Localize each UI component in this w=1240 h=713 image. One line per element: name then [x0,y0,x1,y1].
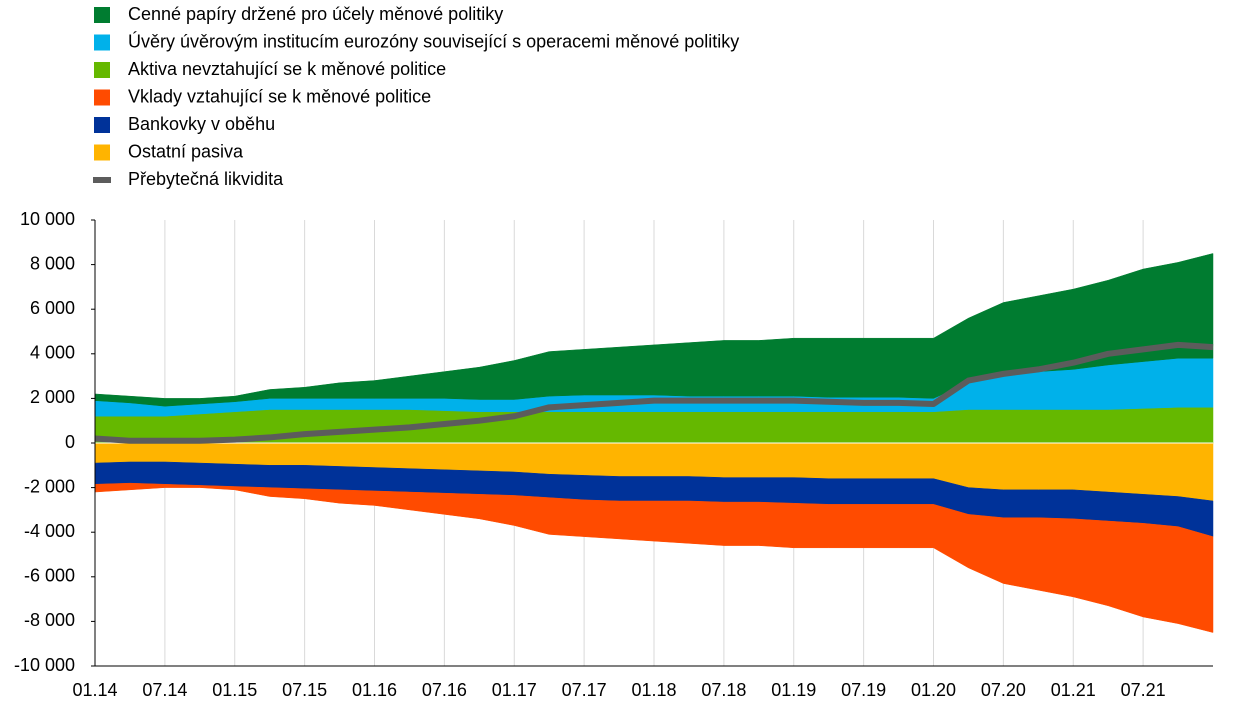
x-tick-label: 07.21 [1121,680,1166,700]
legend-label: Bankovky v oběhu [128,114,275,134]
y-tick-label: 4 000 [30,343,75,363]
legend-label: Přebytečná likvidita [128,169,284,189]
area [94,482,1214,633]
x-tick-label: 01.20 [911,680,956,700]
y-tick-label: -10 000 [14,655,75,675]
x-tick-label: 07.16 [422,680,467,700]
x-tick-label: 01.14 [72,680,117,700]
y-tick-label: 8 000 [30,253,75,273]
legend-label: Ostatní pasiva [128,141,244,161]
legend-label: Cenné papíry držené pro účely měnové pol… [128,4,503,24]
y-tick-label: 2 000 [30,387,75,407]
legend-swatch [94,34,110,51]
x-tick-label: 07.15 [282,680,327,700]
legend-swatch [94,7,110,23]
line [94,341,1214,444]
x-tick-label: 01.21 [1051,680,1096,700]
legend-label: Úvěry úvěrovým institucím eurozóny souvi… [128,30,739,51]
y-tick-label: -6 000 [24,566,75,586]
legend-label: Vklady vztahující se k měnové politice [128,86,431,106]
x-tick-label: 01.19 [771,680,816,700]
legend-label: Aktiva nevztahující se k měnové politice [128,59,446,79]
x-tick-label: 01.15 [212,680,257,700]
x-tick-label: 01.18 [631,680,676,700]
area [94,253,1214,407]
legend-swatch [94,117,110,133]
x-tick-label: 01.17 [492,680,537,700]
x-tick-label: 07.14 [142,680,187,700]
x-tick-label: 07.17 [562,680,607,700]
legend-swatch [94,89,110,106]
legend-swatch [93,177,111,183]
y-tick-label: 6 000 [30,298,75,318]
y-tick-label: -2 000 [24,476,75,496]
x-tick-label: 07.20 [981,680,1026,700]
x-tick-label: 07.19 [841,680,886,700]
x-tick-label: 07.18 [701,680,746,700]
x-tick-label: 01.16 [352,680,397,700]
legend-swatch [94,144,110,161]
legend-swatch [94,62,110,78]
y-tick-label: -4 000 [24,521,75,541]
y-tick-label: -8 000 [24,610,75,630]
y-tick-label: 10 000 [20,209,75,229]
y-tick-label: 0 [65,432,75,452]
